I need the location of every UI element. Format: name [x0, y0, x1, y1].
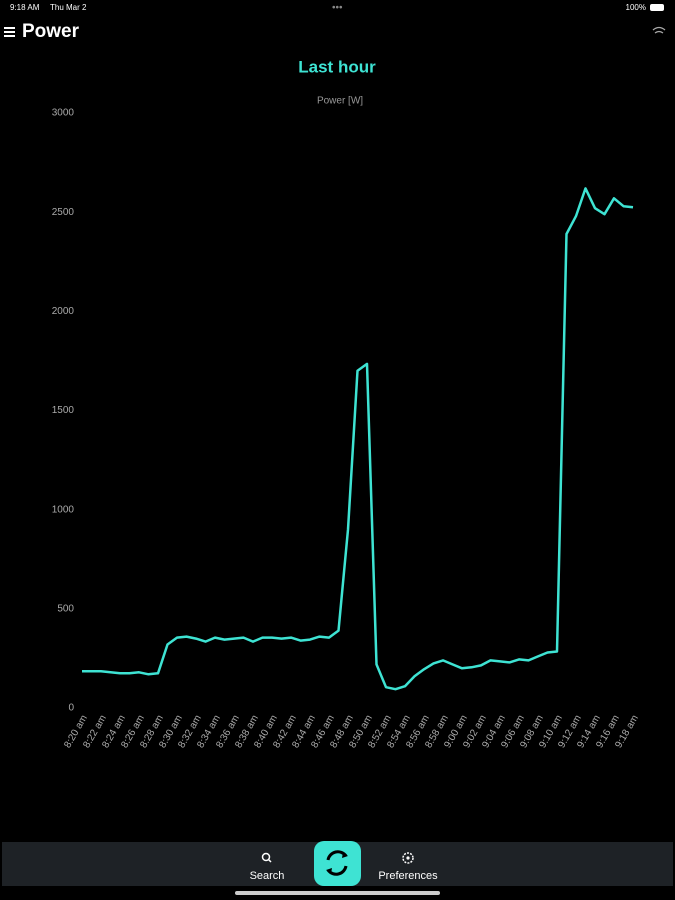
multitask-dots[interactable]: ••• — [332, 3, 343, 14]
status-date: Thu Mar 2 — [50, 3, 87, 12]
status-battery: 100% — [626, 3, 646, 12]
wifi-icon — [652, 26, 666, 34]
preferences-label: Preferences — [378, 870, 438, 882]
y-tick-label: 500 — [57, 603, 74, 614]
refresh-button[interactable] — [314, 841, 361, 886]
y-tick-label: 1500 — [52, 405, 75, 416]
y-tick-label: 2500 — [52, 207, 75, 218]
search-label: Search — [250, 870, 285, 882]
chart-title: Last hour — [298, 57, 376, 76]
y-tick-label: 2000 — [52, 306, 75, 317]
preferences-button[interactable]: Preferences — [378, 852, 438, 882]
y-tick-label: 3000 — [52, 108, 75, 119]
y-axis-label: Power [W] — [317, 96, 363, 107]
data-line — [82, 187, 634, 691]
home-indicator — [235, 891, 440, 895]
menu-icon[interactable] — [4, 27, 15, 37]
header-title: Power — [22, 21, 80, 42]
y-tick-label: 0 — [68, 703, 74, 714]
battery-icon — [650, 4, 664, 11]
status-time: 9:18 AM — [10, 3, 40, 12]
search-button[interactable]: Search — [250, 852, 285, 882]
y-tick-label: 1000 — [52, 504, 75, 515]
